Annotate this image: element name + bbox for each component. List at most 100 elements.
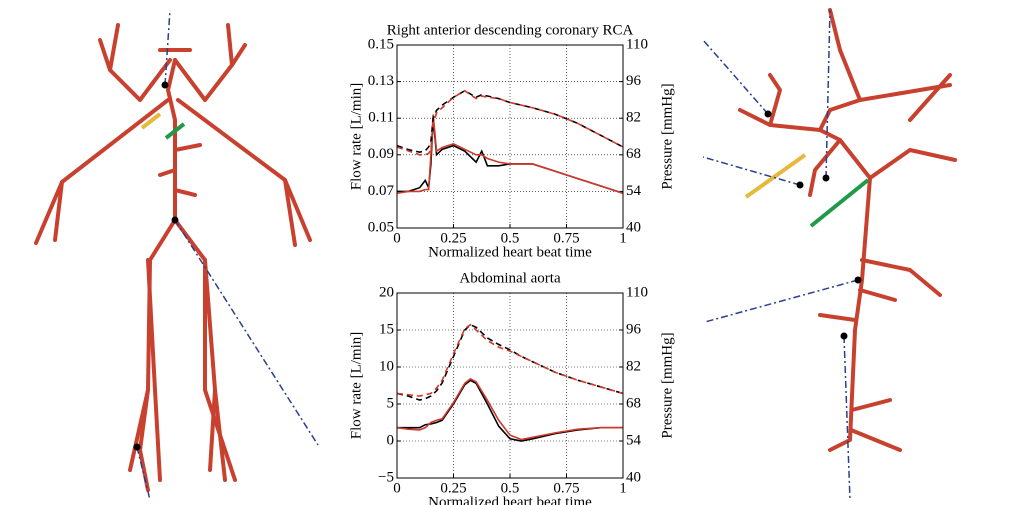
probe-line	[702, 39, 769, 115]
vessel	[828, 176, 872, 452]
vessel	[128, 388, 150, 472]
y2-tick-label: 82	[626, 110, 641, 126]
probe-dot	[840, 332, 848, 340]
vessel	[98, 38, 112, 72]
y-tick-label: 0.07	[368, 183, 395, 199]
y-tick-label: −5	[378, 469, 394, 485]
probe-dot	[133, 443, 141, 451]
vessel	[146, 258, 162, 482]
probe-line	[164, 9, 171, 86]
probe-dot	[171, 216, 179, 224]
y-tick-label: 15	[379, 321, 394, 337]
vessel	[230, 43, 247, 67]
x-tick-label: 1	[619, 480, 627, 496]
probe-dot	[796, 181, 804, 189]
vessel	[808, 138, 842, 197]
y-axis-label: Flow rate [L/min]	[348, 332, 364, 439]
probe-dot	[854, 276, 862, 284]
series-line	[396, 89, 624, 156]
y2-tick-label: 68	[626, 146, 641, 162]
x-tick-label: 0.5	[501, 230, 520, 246]
vessel	[203, 258, 237, 482]
marker-green	[164, 122, 186, 140]
x-tick-label: 0.5	[501, 480, 520, 496]
vessel	[818, 83, 952, 132]
vessel	[173, 188, 197, 197]
vessel	[860, 258, 942, 297]
vessel	[868, 148, 957, 180]
marker-yellow	[744, 153, 807, 199]
y-tick-label: 20	[379, 284, 394, 300]
y2-tick-label: 110	[626, 284, 648, 300]
plot-frame	[396, 44, 624, 229]
y2-tick-label: 110	[626, 36, 648, 52]
probe-line	[136, 446, 151, 501]
series-line	[396, 377, 623, 441]
plot-frame	[396, 292, 624, 479]
y-tick-label: 0.11	[368, 110, 394, 126]
y2-axis-label: Pressure [mmHg]	[659, 83, 675, 189]
vessel	[818, 313, 857, 322]
y2-tick-label: 54	[626, 432, 642, 448]
vessel	[53, 180, 64, 242]
chart-title: Abdominal aorta	[459, 270, 561, 286]
y-tick-label: 10	[379, 358, 394, 374]
probe-line	[174, 219, 319, 446]
x-tick-label: 1	[619, 230, 627, 246]
x-axis-label: Normalized heart beat time	[428, 244, 592, 260]
vessel	[138, 58, 177, 492]
y2-tick-label: 68	[626, 395, 641, 411]
series-line	[396, 323, 624, 401]
vessel	[738, 108, 872, 180]
vessel	[908, 73, 952, 122]
y2-tick-label: 54	[626, 183, 642, 199]
x-tick-label: 0	[393, 480, 401, 496]
probe-line	[825, 9, 831, 179]
vessel	[828, 8, 862, 102]
x-tick-label: 0	[393, 230, 401, 246]
probe-dot	[764, 110, 772, 118]
vessel	[173, 143, 202, 152]
series-line	[396, 114, 624, 195]
probe-dot	[161, 81, 169, 89]
vessel	[158, 168, 177, 177]
y2-tick-label: 40	[626, 219, 641, 235]
x-axis-label: Normalized heart beat time	[428, 494, 592, 505]
body-tree	[34, 9, 319, 501]
x-tick-label: 0.75	[553, 230, 579, 246]
vessel	[850, 398, 892, 412]
vessel	[173, 23, 234, 102]
y2-tick-label: 96	[626, 321, 642, 337]
vessel	[108, 23, 172, 102]
vessel	[858, 288, 897, 302]
chart-title: Right anterior descending coronary RCA	[387, 22, 634, 38]
vessel	[849, 428, 902, 452]
x-tick-label: 0.75	[553, 480, 579, 496]
marker-yellow	[140, 112, 162, 130]
y-tick-label: 0.15	[368, 36, 394, 52]
x-tick-label: 0.25	[440, 480, 466, 496]
y-axis-label: Flow rate [L/min]	[348, 83, 364, 190]
y2-tick-label: 82	[626, 358, 641, 374]
vessel	[768, 73, 782, 127]
y-tick-label: 5	[387, 395, 395, 411]
y-tick-label: 0.13	[368, 73, 394, 89]
series-line	[397, 379, 623, 442]
probe-dot	[822, 174, 830, 182]
y2-tick-label: 40	[626, 469, 641, 485]
y-tick-label: 0.05	[368, 219, 394, 235]
vessel	[283, 178, 297, 247]
y2-tick-label: 96	[626, 73, 642, 89]
y-tick-label: 0	[387, 432, 395, 448]
coronary-tree	[702, 8, 957, 501]
y-tick-label: 0.09	[368, 146, 394, 162]
marker-green	[809, 178, 870, 228]
x-tick-label: 0.25	[440, 230, 466, 246]
probe-line	[843, 335, 851, 501]
probe-line	[704, 279, 859, 323]
vessel	[208, 388, 217, 472]
probe-line	[702, 156, 801, 186]
